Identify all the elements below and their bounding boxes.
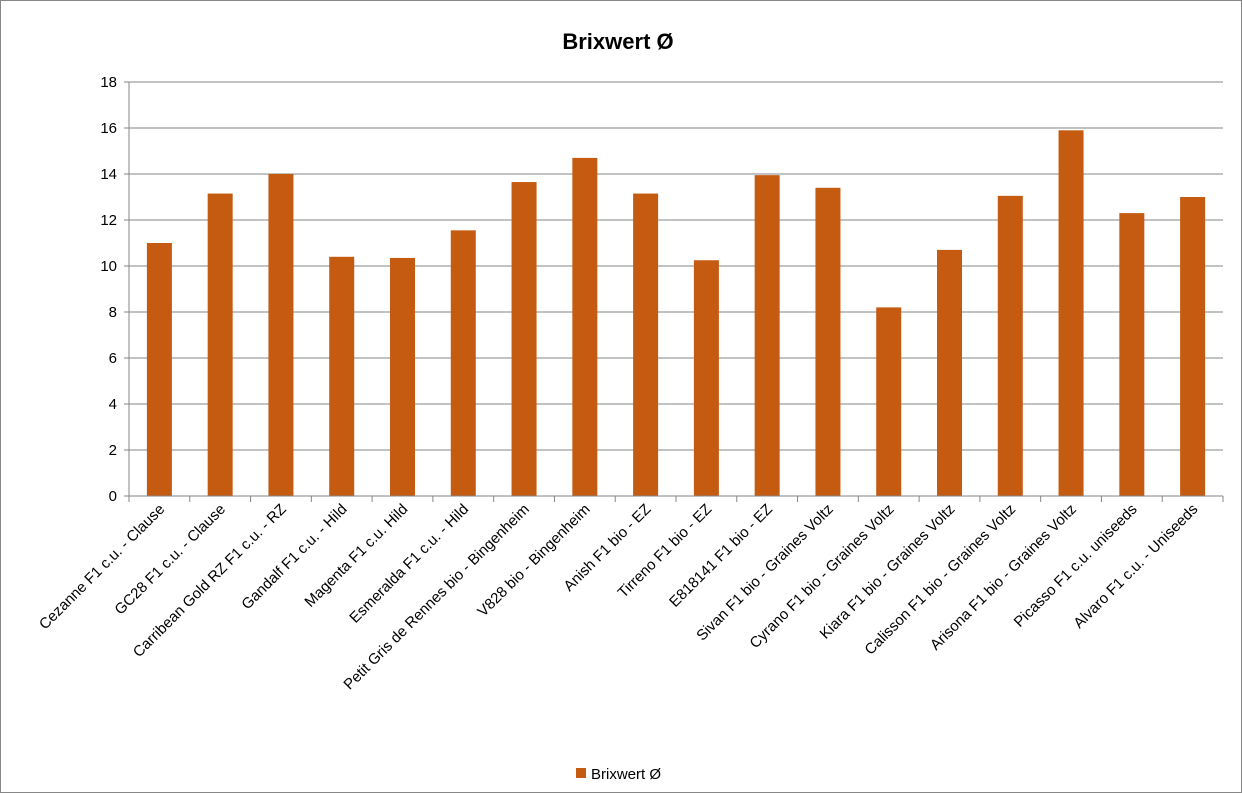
- bar: [937, 249, 962, 496]
- y-tick-label: 18: [100, 74, 117, 91]
- bar: [693, 260, 719, 496]
- bar: [633, 193, 659, 497]
- legend: Brixwert Ø: [576, 766, 661, 783]
- bar: [1119, 213, 1145, 496]
- x-tick-label: V828 bio - Bingenheim: [474, 501, 593, 620]
- bar: [572, 157, 598, 496]
- bar: [329, 256, 355, 496]
- bar: [207, 193, 233, 497]
- bar: [815, 187, 841, 497]
- x-tick-label: Alvaro F1 c.u. - Uniseeds: [1070, 501, 1201, 632]
- bar: [754, 175, 780, 496]
- legend-swatch: [576, 768, 586, 778]
- x-tick-label: GC28 F1 c.u. - Clause: [111, 501, 229, 619]
- y-tick-label: 0: [109, 488, 117, 505]
- y-tick-label: 14: [100, 166, 117, 183]
- legend-label: Brixwert Ø: [591, 766, 661, 783]
- bars: [146, 130, 1206, 497]
- y-tick-label: 2: [109, 442, 117, 459]
- x-tick-label: Esmeralda F1 c.u. - Hild: [346, 501, 472, 627]
- y-tick-label: 6: [109, 350, 117, 367]
- y-tick-label: 16: [100, 120, 117, 137]
- x-tick-label: Gandalf F1 c.u. - Hild: [238, 501, 350, 613]
- bar: [268, 174, 294, 496]
- bar: [1180, 197, 1206, 496]
- axes: [128, 82, 1224, 502]
- gridlines: [124, 81, 1223, 497]
- y-axis-tick-labels: 0 2 4 6 8 10 12 14 16 18: [100, 74, 117, 505]
- chart-title: Brixwert Ø: [562, 29, 673, 54]
- x-tick-label: Cezanne F1 c.u. - Clause: [36, 501, 168, 633]
- x-tick-label: E818141 F1 bio - EZ: [666, 501, 776, 611]
- bar: [390, 257, 415, 496]
- bar: [450, 230, 476, 496]
- bar: [1058, 130, 1084, 497]
- bar: [511, 182, 537, 497]
- x-tick-label: Picasso F1 c.u. uniseeds: [1011, 501, 1141, 631]
- y-tick-label: 12: [100, 212, 117, 229]
- bar: [997, 195, 1023, 496]
- bar: [876, 307, 902, 496]
- y-tick-label: 8: [109, 304, 117, 321]
- y-tick-label: 4: [109, 396, 117, 413]
- y-tick-label: 10: [100, 258, 117, 275]
- x-tick-label: Magenta F1 c.u. Hild: [301, 501, 411, 611]
- bar: [146, 243, 172, 496]
